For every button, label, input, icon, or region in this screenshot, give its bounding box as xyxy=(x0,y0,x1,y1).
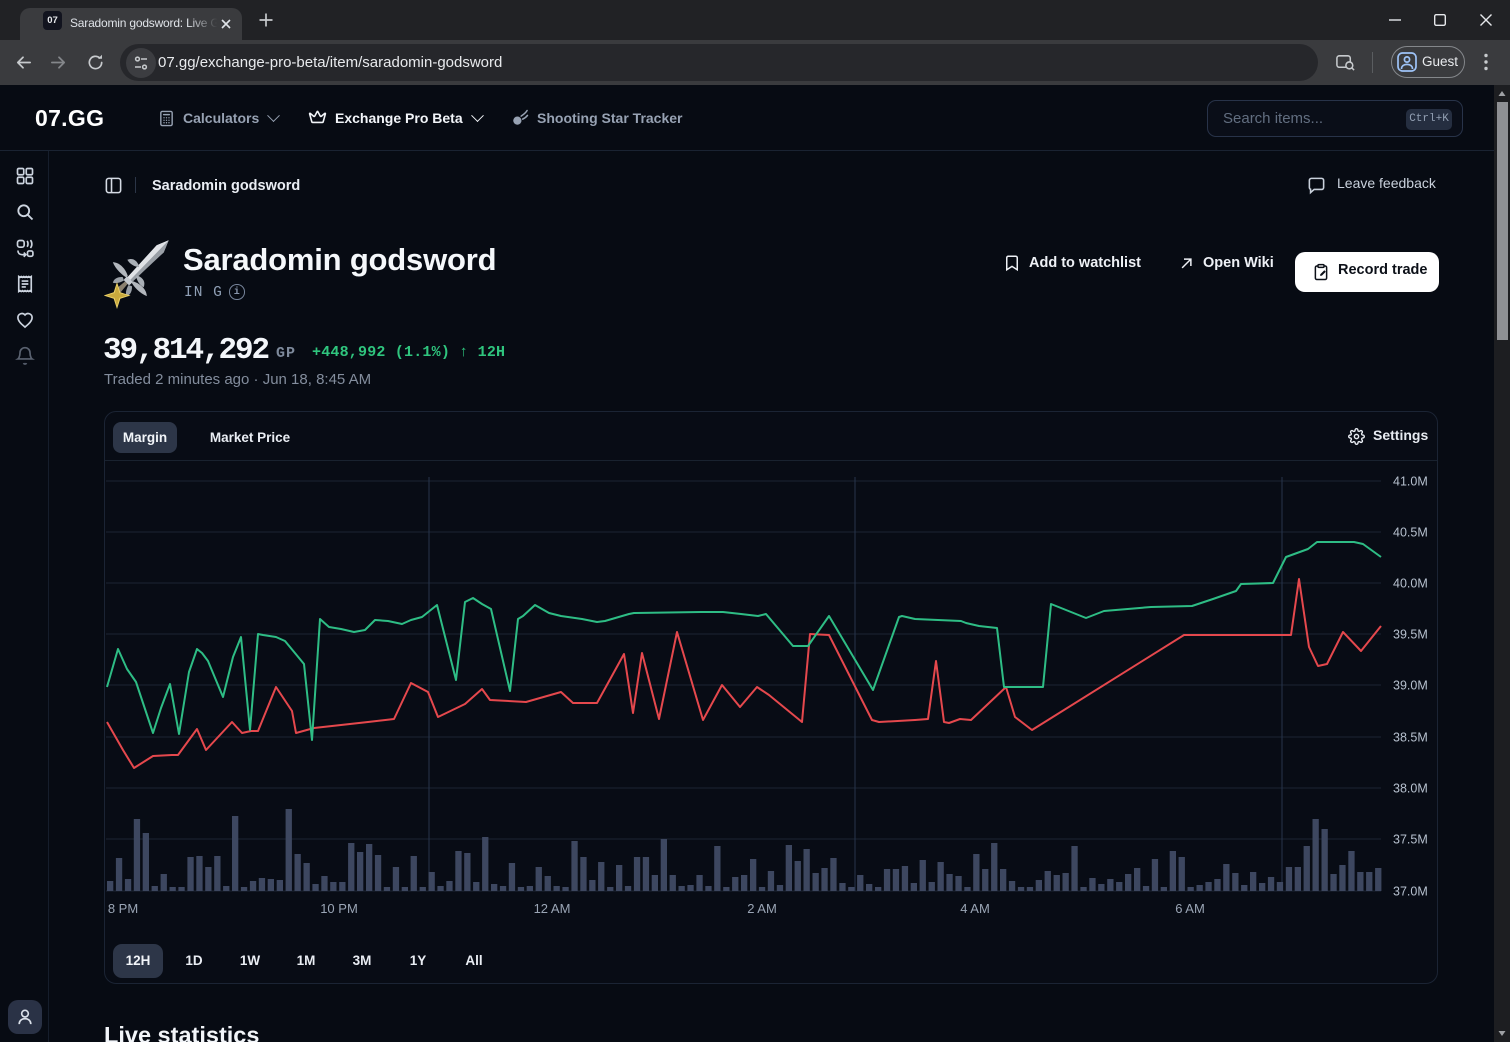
svg-text:39.5M: 39.5M xyxy=(1393,628,1428,642)
svg-text:37.0M: 37.0M xyxy=(1393,885,1428,899)
svg-text:2 AM: 2 AM xyxy=(747,901,777,916)
svg-text:40.5M: 40.5M xyxy=(1393,526,1428,540)
svg-text:37.5M: 37.5M xyxy=(1393,833,1428,847)
svg-text:4 AM: 4 AM xyxy=(960,901,990,916)
svg-text:38.5M: 38.5M xyxy=(1393,731,1428,745)
svg-text:12 AM: 12 AM xyxy=(534,901,571,916)
svg-text:8 PM: 8 PM xyxy=(108,901,138,916)
svg-text:39.0M: 39.0M xyxy=(1393,679,1428,693)
svg-text:6 AM: 6 AM xyxy=(1175,901,1205,916)
svg-text:41.0M: 41.0M xyxy=(1393,475,1428,489)
svg-text:40.0M: 40.0M xyxy=(1393,577,1428,591)
svg-text:38.0M: 38.0M xyxy=(1393,782,1428,796)
svg-text:10 PM: 10 PM xyxy=(320,901,358,916)
